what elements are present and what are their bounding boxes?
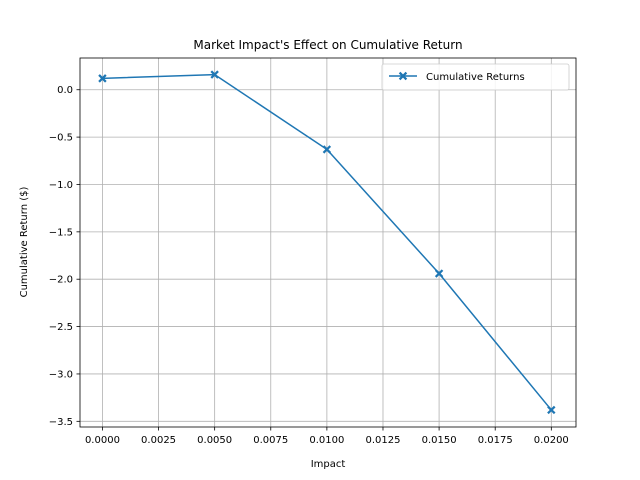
- legend-marker-icon: [398, 71, 408, 81]
- chart-title: Market Impact's Effect on Cumulative Ret…: [193, 38, 462, 52]
- y-tick-label: −2.5: [49, 322, 73, 333]
- x-tick-label: 0.0050: [197, 435, 232, 446]
- y-tick-label: 0.0: [57, 85, 73, 96]
- y-tick-label: −1.0: [49, 180, 73, 191]
- x-axis-label: Impact: [311, 459, 346, 470]
- legend-box: [381, 63, 570, 91]
- y-tick-label: −0.5: [49, 133, 73, 144]
- x-tick-label: 0.0000: [85, 435, 120, 446]
- data-point-marker: [98, 74, 107, 83]
- x-tick-label: 0.0125: [365, 435, 400, 446]
- axis-ticks: 0.0000 0.0025 0.0050 0.0075 0.0100 0.0125 0.01…: [49, 85, 569, 446]
- legend-marker-shape: [398, 71, 408, 81]
- y-axis-label: Cumulative Return ($): [19, 187, 30, 298]
- y-tick-label: −3.5: [49, 417, 73, 428]
- y-tick-label: −3.0: [49, 369, 73, 380]
- data-point-marker: [434, 269, 444, 278]
- legend: Cumulative Returns: [381, 63, 570, 91]
- y-tick-label: −1.5: [49, 227, 73, 238]
- x-tick-label: 0.0075: [253, 435, 288, 446]
- data-point-marker: [547, 405, 556, 415]
- x-tick-label: 0.0100: [309, 435, 344, 446]
- data-point-marker: [210, 70, 219, 79]
- x-tick-label: 0.0025: [141, 435, 176, 446]
- y-tick-label: −2.0: [49, 275, 73, 286]
- x-tick-label: 0.0200: [534, 435, 569, 446]
- data-point-marker: [322, 145, 332, 154]
- legend-entry-label: Cumulative Returns: [426, 72, 525, 83]
- plot-frame: [79, 57, 577, 428]
- x-tick-label: 0.0175: [478, 435, 513, 446]
- series-layer: [98, 70, 556, 415]
- x-tick-label: 0.0150: [422, 435, 457, 446]
